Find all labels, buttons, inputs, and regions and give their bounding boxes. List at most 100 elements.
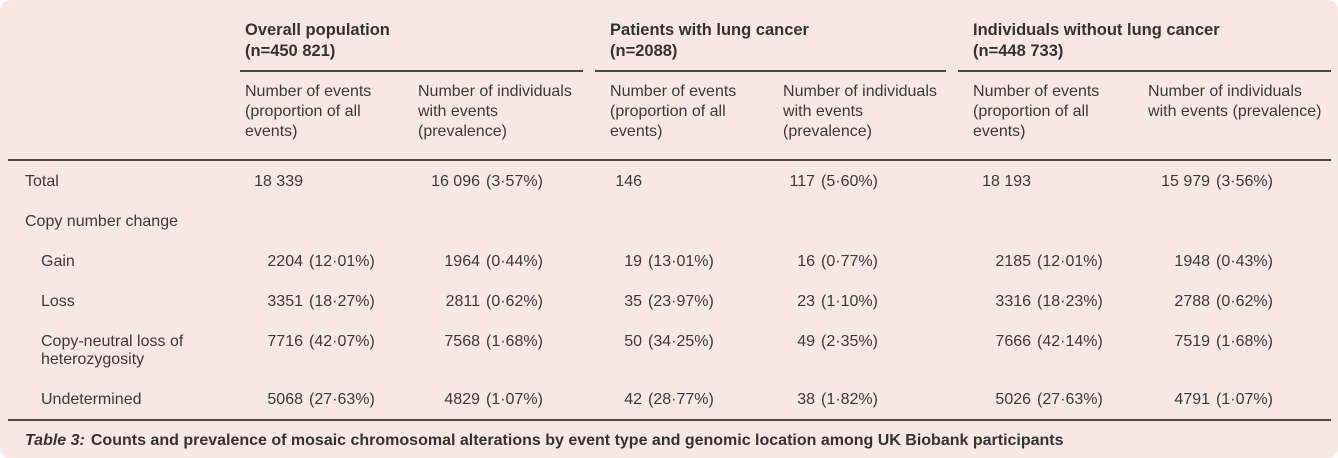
cell-percent: (1·07%) bbox=[486, 391, 543, 408]
subheader-row: Number of events (proportion of all even… bbox=[8, 71, 1332, 161]
cell-count: 23 bbox=[797, 293, 816, 310]
data-cell: 2185 (12·01%) bbox=[958, 241, 1143, 281]
cell-percent: (1·68%) bbox=[486, 333, 543, 350]
column-gap bbox=[946, 281, 958, 321]
column-gap bbox=[946, 321, 958, 379]
cell-count: 42 bbox=[624, 391, 643, 408]
data-cell: 50 (34·25%) bbox=[595, 321, 778, 379]
cell-count: 2204 bbox=[267, 253, 303, 270]
table-row-loss: Loss 3351 (18·27%) 2811 (0·62%) 35 (23·97%)… bbox=[8, 281, 1331, 321]
cell-percent: (0·44%) bbox=[486, 253, 543, 270]
table-caption: Table 3: Counts and prevalence of mosaic … bbox=[8, 421, 1331, 451]
cell-count: 7519 bbox=[1174, 333, 1211, 350]
cell-count: 15 979 bbox=[1161, 173, 1211, 190]
data-cell: 19 (13·01%) bbox=[595, 241, 778, 281]
cell-count: 3351 bbox=[267, 293, 303, 310]
data-cell: 15 979 (3·56%) bbox=[1143, 160, 1331, 201]
cell-percent bbox=[642, 173, 648, 190]
column-gap bbox=[946, 160, 958, 201]
cell-count: 18 193 bbox=[982, 173, 1032, 190]
row-label: Gain bbox=[41, 253, 75, 270]
label-column-header bbox=[8, 8, 240, 71]
table-row-total: Total 18 339 16 096 (3·57%) 146 117 (5·60%… bbox=[8, 160, 1331, 201]
column-gap bbox=[583, 379, 596, 421]
cell-percent: (3·56%) bbox=[1216, 173, 1273, 190]
subheader-events: Number of events (proportion of all even… bbox=[958, 71, 1144, 161]
cell-percent: (18·27%) bbox=[309, 293, 375, 310]
cell-percent: (34·25%) bbox=[648, 333, 714, 350]
cell-percent: (18·23%) bbox=[1037, 293, 1103, 310]
cell-count: 49 bbox=[797, 333, 816, 350]
cell-count: 117 bbox=[789, 173, 816, 190]
data-cell: 18 339 bbox=[240, 160, 413, 201]
subheader-events: Number of events (proportion of all even… bbox=[595, 71, 779, 161]
cell-count: 1964 bbox=[444, 253, 480, 270]
data-cell bbox=[413, 201, 583, 241]
row-label: Copy-neutral loss of heterozygosity bbox=[41, 333, 184, 368]
label-column-subheader bbox=[8, 71, 240, 161]
cell-percent: (0·62%) bbox=[486, 293, 543, 310]
cell-percent: (27·63%) bbox=[1037, 391, 1103, 408]
group-header-row: Overall population (n=450 821) Patients … bbox=[8, 8, 1332, 72]
data-cell bbox=[240, 201, 413, 241]
subheader-individuals: Number of individuals with events (preva… bbox=[1143, 71, 1332, 161]
cell-count: 18 339 bbox=[254, 173, 303, 190]
cell-count: 3316 bbox=[995, 293, 1032, 310]
table-3: Overall population (n=450 821) Patients … bbox=[8, 8, 1332, 421]
cell-percent: (1·82%) bbox=[821, 391, 878, 408]
cell-count: 7666 bbox=[995, 333, 1032, 350]
column-gap bbox=[583, 160, 595, 201]
cell-percent: (12·01%) bbox=[309, 253, 375, 270]
cell-count: 4791 bbox=[1174, 391, 1211, 408]
cell-count: 5068 bbox=[267, 391, 303, 408]
cell-count: 5026 bbox=[995, 391, 1032, 408]
column-gap bbox=[583, 201, 595, 241]
group-title: Overall population bbox=[245, 21, 390, 39]
cell-percent: (0·77%) bbox=[821, 253, 878, 270]
cell-percent: (12·01%) bbox=[1037, 253, 1103, 270]
table-caption-number: Table 3: bbox=[25, 432, 85, 449]
group-n: (n=448 733) bbox=[973, 42, 1064, 60]
column-gap bbox=[946, 201, 958, 241]
data-cell: 3351 (18·27%) bbox=[240, 281, 413, 321]
group-title: Individuals without lung cancer bbox=[973, 21, 1220, 39]
cell-count: 4829 bbox=[444, 391, 480, 408]
cell-count: 7716 bbox=[267, 333, 303, 350]
cell-percent bbox=[1031, 173, 1037, 190]
data-cell: 7716 (42·07%) bbox=[240, 321, 413, 379]
data-cell: 146 bbox=[595, 160, 778, 201]
data-cell: 4829 (1·07%) bbox=[413, 379, 584, 421]
cell-percent: (3·57%) bbox=[486, 173, 543, 190]
group-n: (n=2088) bbox=[610, 42, 678, 60]
cell-percent bbox=[303, 173, 309, 190]
group-header-overall-population: Overall population (n=450 821) bbox=[240, 8, 584, 72]
data-cell: 38 (1·82%) bbox=[778, 379, 947, 421]
data-cell: 23 (1·10%) bbox=[778, 281, 946, 321]
data-cell: 2811 (0·62%) bbox=[413, 281, 583, 321]
cell-count: 7568 bbox=[444, 333, 480, 350]
column-gap bbox=[583, 241, 595, 281]
cell-percent: (0·43%) bbox=[1216, 253, 1273, 270]
cell-percent: (0·62%) bbox=[1216, 293, 1273, 310]
data-cell: 42 (28·77%) bbox=[595, 379, 779, 421]
data-cell: 5068 (27·63%) bbox=[240, 379, 413, 421]
cell-percent: (27·63%) bbox=[309, 391, 375, 408]
cell-count: 146 bbox=[615, 173, 643, 190]
cell-percent: (1·07%) bbox=[1216, 391, 1273, 408]
cell-count: 19 bbox=[624, 253, 643, 270]
cell-percent: (23·97%) bbox=[648, 293, 714, 310]
data-cell bbox=[1143, 201, 1331, 241]
data-cell: 5026 (27·63%) bbox=[958, 379, 1144, 421]
subheader-individuals: Number of individuals with events (preva… bbox=[413, 71, 584, 161]
cell-percent: (42·07%) bbox=[309, 333, 375, 350]
cell-count: 35 bbox=[624, 293, 643, 310]
data-cell: 1948 (0·43%) bbox=[1143, 241, 1331, 281]
cell-percent: (42·14%) bbox=[1037, 333, 1103, 350]
group-header-lung-cancer: Patients with lung cancer (n=2088) bbox=[595, 8, 947, 72]
data-cell bbox=[778, 201, 946, 241]
group-n: (n=450 821) bbox=[245, 42, 336, 60]
data-cell: 18 193 bbox=[958, 160, 1143, 201]
data-cell: 4791 (1·07%) bbox=[1143, 379, 1332, 421]
data-cell: 117 (5·60%) bbox=[778, 160, 946, 201]
